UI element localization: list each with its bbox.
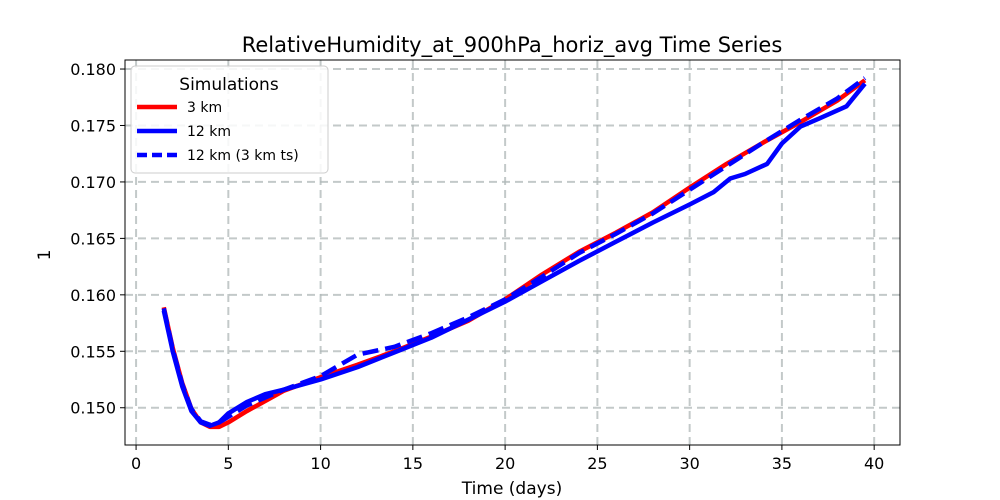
legend-box [130, 65, 329, 174]
x-tick-label: 0 [131, 454, 141, 473]
legend-label: 12 km (3 km ts) [187, 148, 299, 164]
ticks: 0 5 10 15 20 25 30 35 40 0.150 0.155 0.160 0.165 0.17… [70, 60, 884, 473]
x-tick-label: 30 [679, 454, 699, 473]
series-line-12-km-3-km-ts [161, 76, 867, 427]
x-tick-label: 35 [772, 454, 792, 473]
x-tick-label: 10 [310, 454, 330, 473]
y-tick-label: 0.175 [70, 116, 116, 135]
y-tick-label: 0.155 [70, 342, 116, 361]
legend-label: 12 km [187, 124, 231, 140]
x-tick-label: 5 [223, 454, 233, 473]
legend-title: Simulations [179, 75, 279, 95]
legend-label: 3 km [187, 100, 222, 116]
y-axis-label: 1 [35, 250, 55, 261]
legend: Simulations 3 km 12 km 12 km (3 km ts) [130, 65, 329, 174]
y-tick-label: 0.160 [70, 286, 116, 305]
x-axis-label: Time (days) [461, 479, 562, 499]
x-tick-label: 25 [587, 454, 607, 473]
y-tick-label: 0.170 [70, 173, 116, 192]
chart-title: RelativeHumidity_at_900hPa_horiz_avg Tim… [242, 33, 783, 58]
legend-entries: 3 km 12 km 12 km (3 km ts) [137, 100, 299, 164]
y-tick-label: 0.180 [70, 60, 116, 79]
x-tick-label: 20 [495, 454, 515, 473]
axes-frame [124, 59, 901, 446]
y-tick-label: 0.150 [70, 399, 116, 418]
series-layer [161, 76, 867, 430]
x-tick-label: 40 [864, 454, 884, 473]
x-tick-label: 15 [403, 454, 423, 473]
y-tick-label: 0.165 [70, 229, 116, 248]
